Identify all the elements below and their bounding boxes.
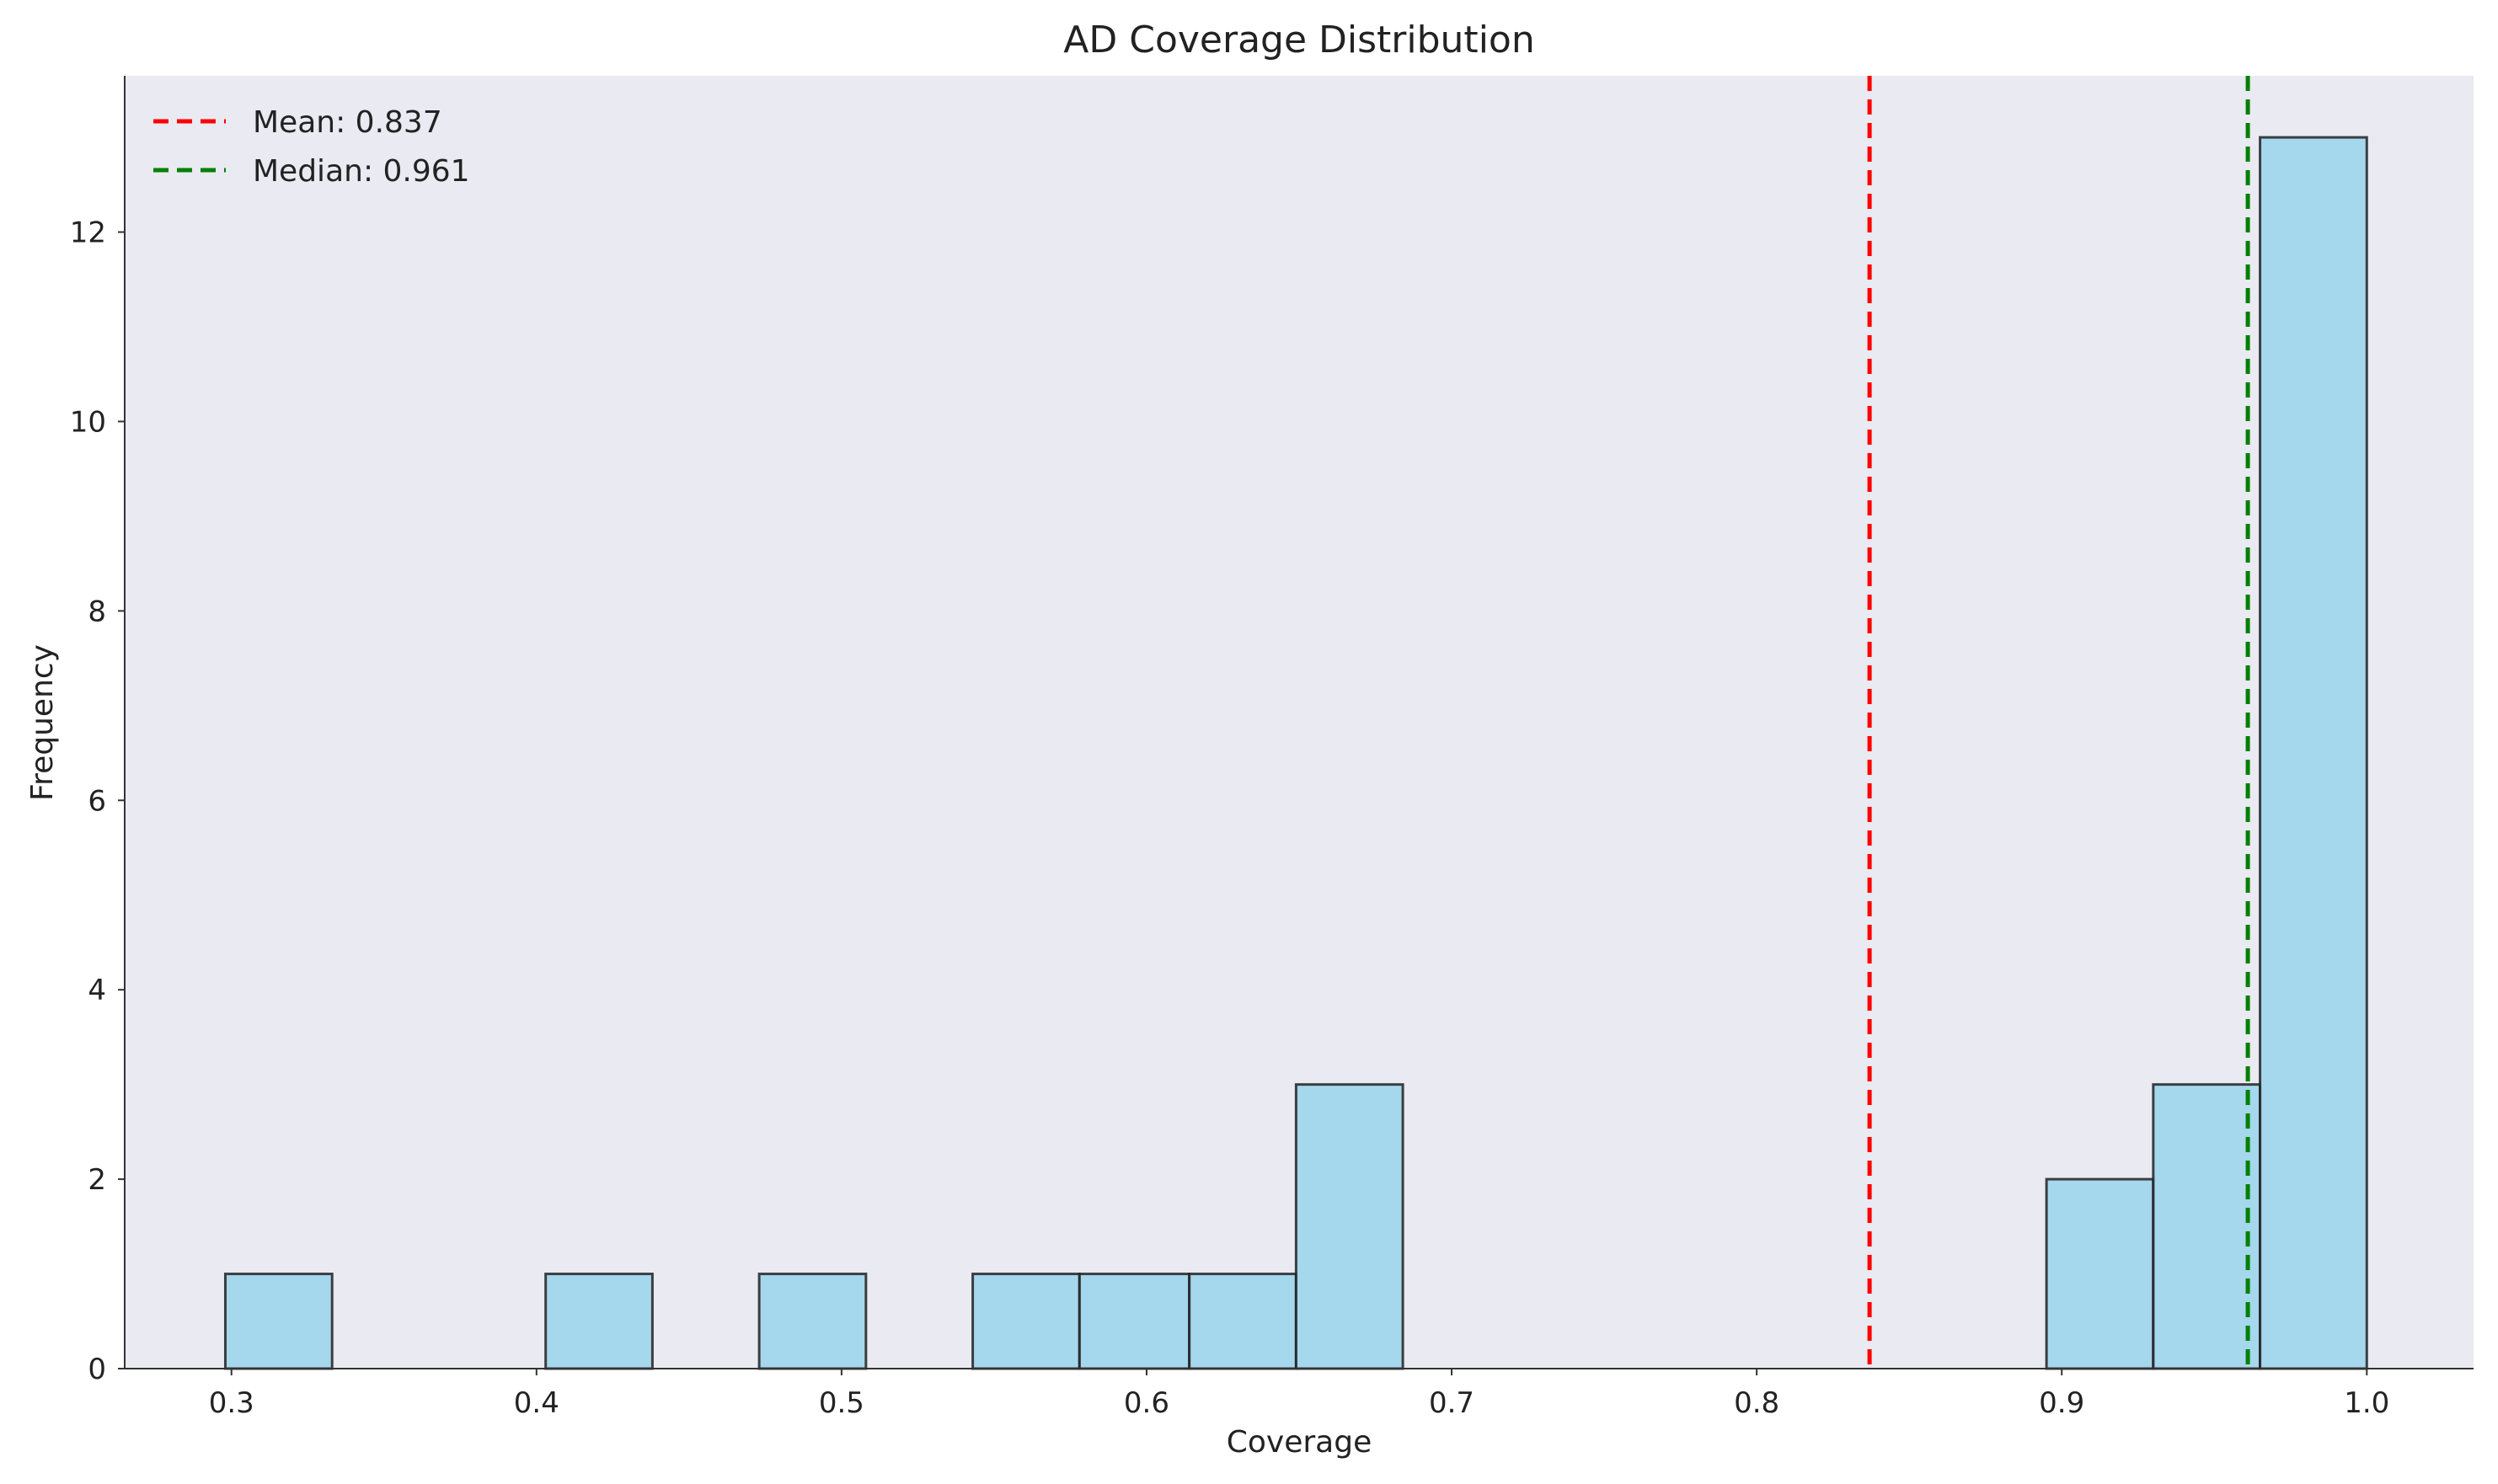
histogram-bar-7	[2045, 1177, 2155, 1370]
x-tick-label: 0.8	[1734, 1386, 1779, 1420]
legend-mean-label: Mean: 0.837	[253, 105, 442, 140]
histogram-bar-9	[2259, 136, 2368, 1370]
y-tick-label: 0	[88, 1353, 106, 1386]
chart-title: AD Coverage Distribution	[1063, 19, 1534, 61]
histogram-bar-3	[971, 1273, 1081, 1370]
histogram-bar-5	[1188, 1273, 1297, 1370]
histogram-bar-8	[2152, 1083, 2262, 1370]
legend: Mean: 0.837 Median: 0.961	[153, 105, 470, 189]
histogram-bar-0	[223, 1273, 334, 1370]
y-tick-label: 10	[70, 405, 106, 439]
histogram-bar-6	[1294, 1083, 1404, 1370]
histogram-bars	[223, 136, 2368, 1370]
x-tick-label: 0.4	[514, 1386, 559, 1420]
y-tick-label: 6	[88, 784, 106, 818]
y-axis-label: Frequency	[25, 644, 60, 801]
x-tick-label: 1.0	[2344, 1386, 2389, 1420]
x-tick-labels: 0.3 0.4 0.5 0.6 0.7 0.8 0.9 1.0	[209, 1369, 2389, 1420]
histogram-bar-2	[757, 1273, 868, 1370]
y-tick-label: 8	[88, 595, 106, 628]
legend-median-label: Median: 0.961	[253, 154, 470, 189]
x-tick-label: 0.3	[209, 1386, 254, 1420]
y-tick-labels: 0 2 4 6 8 10 12	[70, 216, 125, 1386]
y-tick-label: 12	[70, 216, 106, 250]
histogram-bar-1	[544, 1273, 654, 1370]
reference-lines	[1867, 76, 2250, 1369]
x-tick-label: 0.9	[2039, 1386, 2084, 1420]
x-axis-label: Coverage	[1227, 1425, 1372, 1460]
histogram-bar-4	[1078, 1273, 1191, 1370]
x-tick-label: 0.6	[1124, 1386, 1169, 1420]
x-tick-label: 0.5	[819, 1386, 864, 1420]
y-tick-label: 2	[88, 1163, 106, 1197]
x-tick-label: 0.7	[1429, 1386, 1474, 1420]
y-tick-label: 4	[88, 974, 106, 1007]
